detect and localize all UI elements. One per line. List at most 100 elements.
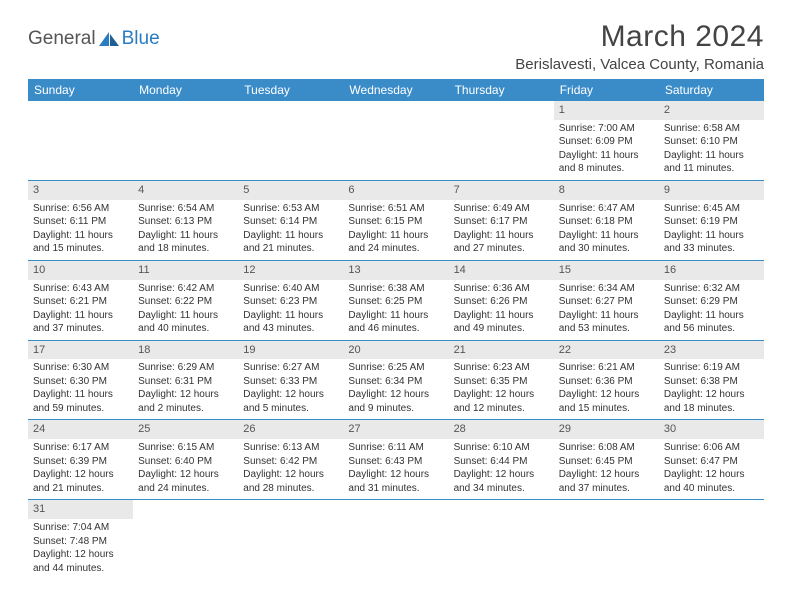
day-body: Sunrise: 6:13 AMSunset: 6:42 PMDaylight:… bbox=[238, 439, 343, 499]
calendar-cell: 1Sunrise: 7:00 AMSunset: 6:09 PMDaylight… bbox=[554, 101, 659, 180]
calendar-cell: 2Sunrise: 6:58 AMSunset: 6:10 PMDaylight… bbox=[659, 101, 764, 180]
sunrise-text: Sunrise: 6:56 AM bbox=[33, 202, 128, 216]
sunset-text: Sunset: 6:15 PM bbox=[348, 215, 443, 229]
calendar-cell: 29Sunrise: 6:08 AMSunset: 6:45 PMDayligh… bbox=[554, 420, 659, 500]
day-number: 27 bbox=[343, 420, 448, 439]
daylight-text: Daylight: 12 hours and 28 minutes. bbox=[243, 468, 338, 495]
calendar-cell: 5Sunrise: 6:53 AMSunset: 6:14 PMDaylight… bbox=[238, 180, 343, 260]
calendar-cell: 25Sunrise: 6:15 AMSunset: 6:40 PMDayligh… bbox=[133, 420, 238, 500]
sunset-text: Sunset: 6:13 PM bbox=[138, 215, 233, 229]
day-number: 21 bbox=[449, 341, 554, 360]
weekday-header-row: Sunday Monday Tuesday Wednesday Thursday… bbox=[28, 79, 764, 101]
daylight-text: Daylight: 12 hours and 15 minutes. bbox=[559, 388, 654, 415]
calendar-cell: 7Sunrise: 6:49 AMSunset: 6:17 PMDaylight… bbox=[449, 180, 554, 260]
calendar-cell: 8Sunrise: 6:47 AMSunset: 6:18 PMDaylight… bbox=[554, 180, 659, 260]
day-body: Sunrise: 6:23 AMSunset: 6:35 PMDaylight:… bbox=[449, 359, 554, 419]
daylight-text: Daylight: 12 hours and 34 minutes. bbox=[454, 468, 549, 495]
sunrise-text: Sunrise: 6:32 AM bbox=[664, 282, 759, 296]
day-body: Sunrise: 7:00 AMSunset: 6:09 PMDaylight:… bbox=[554, 120, 659, 180]
brand-part2: Blue bbox=[122, 28, 160, 50]
daylight-text: Daylight: 12 hours and 2 minutes. bbox=[138, 388, 233, 415]
calendar-cell: 31Sunrise: 7:04 AMSunset: 7:48 PMDayligh… bbox=[28, 500, 133, 579]
daylight-text: Daylight: 12 hours and 40 minutes. bbox=[664, 468, 759, 495]
day-body: Sunrise: 6:51 AMSunset: 6:15 PMDaylight:… bbox=[343, 200, 448, 260]
day-number: 18 bbox=[133, 341, 238, 360]
sunset-text: Sunset: 7:48 PM bbox=[33, 535, 128, 549]
sunset-text: Sunset: 6:30 PM bbox=[33, 375, 128, 389]
day-body: Sunrise: 6:11 AMSunset: 6:43 PMDaylight:… bbox=[343, 439, 448, 499]
calendar-cell: 10Sunrise: 6:43 AMSunset: 6:21 PMDayligh… bbox=[28, 260, 133, 340]
sunset-text: Sunset: 6:36 PM bbox=[559, 375, 654, 389]
weekday-header: Saturday bbox=[659, 79, 764, 101]
day-body: Sunrise: 6:30 AMSunset: 6:30 PMDaylight:… bbox=[28, 359, 133, 419]
sunrise-text: Sunrise: 6:42 AM bbox=[138, 282, 233, 296]
sunset-text: Sunset: 6:14 PM bbox=[243, 215, 338, 229]
sunrise-text: Sunrise: 6:53 AM bbox=[243, 202, 338, 216]
day-number: 11 bbox=[133, 261, 238, 280]
daylight-text: Daylight: 12 hours and 37 minutes. bbox=[559, 468, 654, 495]
day-body: Sunrise: 6:06 AMSunset: 6:47 PMDaylight:… bbox=[659, 439, 764, 499]
calendar-cell: .. bbox=[28, 101, 133, 180]
calendar-cell: 22Sunrise: 6:21 AMSunset: 6:36 PMDayligh… bbox=[554, 340, 659, 420]
day-number: 20 bbox=[343, 341, 448, 360]
calendar-cell: .. bbox=[238, 101, 343, 180]
calendar-week-row: 3Sunrise: 6:56 AMSunset: 6:11 PMDaylight… bbox=[28, 180, 764, 260]
location-label: Berislavesti, Valcea County, Romania bbox=[515, 56, 764, 73]
brand-sail-icon bbox=[98, 31, 120, 47]
sunset-text: Sunset: 6:10 PM bbox=[664, 135, 759, 149]
daylight-text: Daylight: 11 hours and 59 minutes. bbox=[33, 388, 128, 415]
calendar-week-row: 10Sunrise: 6:43 AMSunset: 6:21 PMDayligh… bbox=[28, 260, 764, 340]
sunrise-text: Sunrise: 6:40 AM bbox=[243, 282, 338, 296]
day-number: 30 bbox=[659, 420, 764, 439]
sunrise-text: Sunrise: 6:29 AM bbox=[138, 361, 233, 375]
day-number: 6 bbox=[343, 181, 448, 200]
weekday-header: Wednesday bbox=[343, 79, 448, 101]
sunrise-text: Sunrise: 6:38 AM bbox=[348, 282, 443, 296]
day-body: Sunrise: 6:40 AMSunset: 6:23 PMDaylight:… bbox=[238, 280, 343, 340]
daylight-text: Daylight: 12 hours and 9 minutes. bbox=[348, 388, 443, 415]
calendar-cell: 13Sunrise: 6:38 AMSunset: 6:25 PMDayligh… bbox=[343, 260, 448, 340]
sunrise-text: Sunrise: 6:54 AM bbox=[138, 202, 233, 216]
calendar-cell: 11Sunrise: 6:42 AMSunset: 6:22 PMDayligh… bbox=[133, 260, 238, 340]
sunset-text: Sunset: 6:39 PM bbox=[33, 455, 128, 469]
sunrise-text: Sunrise: 6:19 AM bbox=[664, 361, 759, 375]
sunrise-text: Sunrise: 6:15 AM bbox=[138, 441, 233, 455]
calendar-cell: .. bbox=[659, 500, 764, 579]
day-body: Sunrise: 6:58 AMSunset: 6:10 PMDaylight:… bbox=[659, 120, 764, 180]
day-body: Sunrise: 6:42 AMSunset: 6:22 PMDaylight:… bbox=[133, 280, 238, 340]
brand-logo: General Blue bbox=[28, 20, 160, 50]
calendar-table: Sunday Monday Tuesday Wednesday Thursday… bbox=[28, 79, 764, 579]
weekday-header: Sunday bbox=[28, 79, 133, 101]
calendar-week-row: 17Sunrise: 6:30 AMSunset: 6:30 PMDayligh… bbox=[28, 340, 764, 420]
sunrise-text: Sunrise: 6:25 AM bbox=[348, 361, 443, 375]
calendar-cell: 24Sunrise: 6:17 AMSunset: 6:39 PMDayligh… bbox=[28, 420, 133, 500]
day-number: 1 bbox=[554, 101, 659, 120]
sunset-text: Sunset: 6:29 PM bbox=[664, 295, 759, 309]
day-number: 10 bbox=[28, 261, 133, 280]
day-number: 15 bbox=[554, 261, 659, 280]
day-number: 19 bbox=[238, 341, 343, 360]
day-body: Sunrise: 6:15 AMSunset: 6:40 PMDaylight:… bbox=[133, 439, 238, 499]
calendar-week-row: ..........1Sunrise: 7:00 AMSunset: 6:09 … bbox=[28, 101, 764, 180]
daylight-text: Daylight: 11 hours and 11 minutes. bbox=[664, 149, 759, 176]
calendar-cell: 4Sunrise: 6:54 AMSunset: 6:13 PMDaylight… bbox=[133, 180, 238, 260]
sunrise-text: Sunrise: 6:21 AM bbox=[559, 361, 654, 375]
day-number: 17 bbox=[28, 341, 133, 360]
calendar-cell: .. bbox=[343, 101, 448, 180]
calendar-cell: 14Sunrise: 6:36 AMSunset: 6:26 PMDayligh… bbox=[449, 260, 554, 340]
calendar-cell: 9Sunrise: 6:45 AMSunset: 6:19 PMDaylight… bbox=[659, 180, 764, 260]
sunset-text: Sunset: 6:31 PM bbox=[138, 375, 233, 389]
calendar-cell: 20Sunrise: 6:25 AMSunset: 6:34 PMDayligh… bbox=[343, 340, 448, 420]
sunset-text: Sunset: 6:19 PM bbox=[664, 215, 759, 229]
sunset-text: Sunset: 6:43 PM bbox=[348, 455, 443, 469]
calendar-cell: 30Sunrise: 6:06 AMSunset: 6:47 PMDayligh… bbox=[659, 420, 764, 500]
sunset-text: Sunset: 6:34 PM bbox=[348, 375, 443, 389]
day-number: 22 bbox=[554, 341, 659, 360]
day-number: 23 bbox=[659, 341, 764, 360]
calendar-cell: 27Sunrise: 6:11 AMSunset: 6:43 PMDayligh… bbox=[343, 420, 448, 500]
sunrise-text: Sunrise: 6:51 AM bbox=[348, 202, 443, 216]
day-body: Sunrise: 6:43 AMSunset: 6:21 PMDaylight:… bbox=[28, 280, 133, 340]
daylight-text: Daylight: 12 hours and 24 minutes. bbox=[138, 468, 233, 495]
title-block: March 2024 Berislavesti, Valcea County, … bbox=[515, 20, 764, 73]
calendar-cell: 12Sunrise: 6:40 AMSunset: 6:23 PMDayligh… bbox=[238, 260, 343, 340]
